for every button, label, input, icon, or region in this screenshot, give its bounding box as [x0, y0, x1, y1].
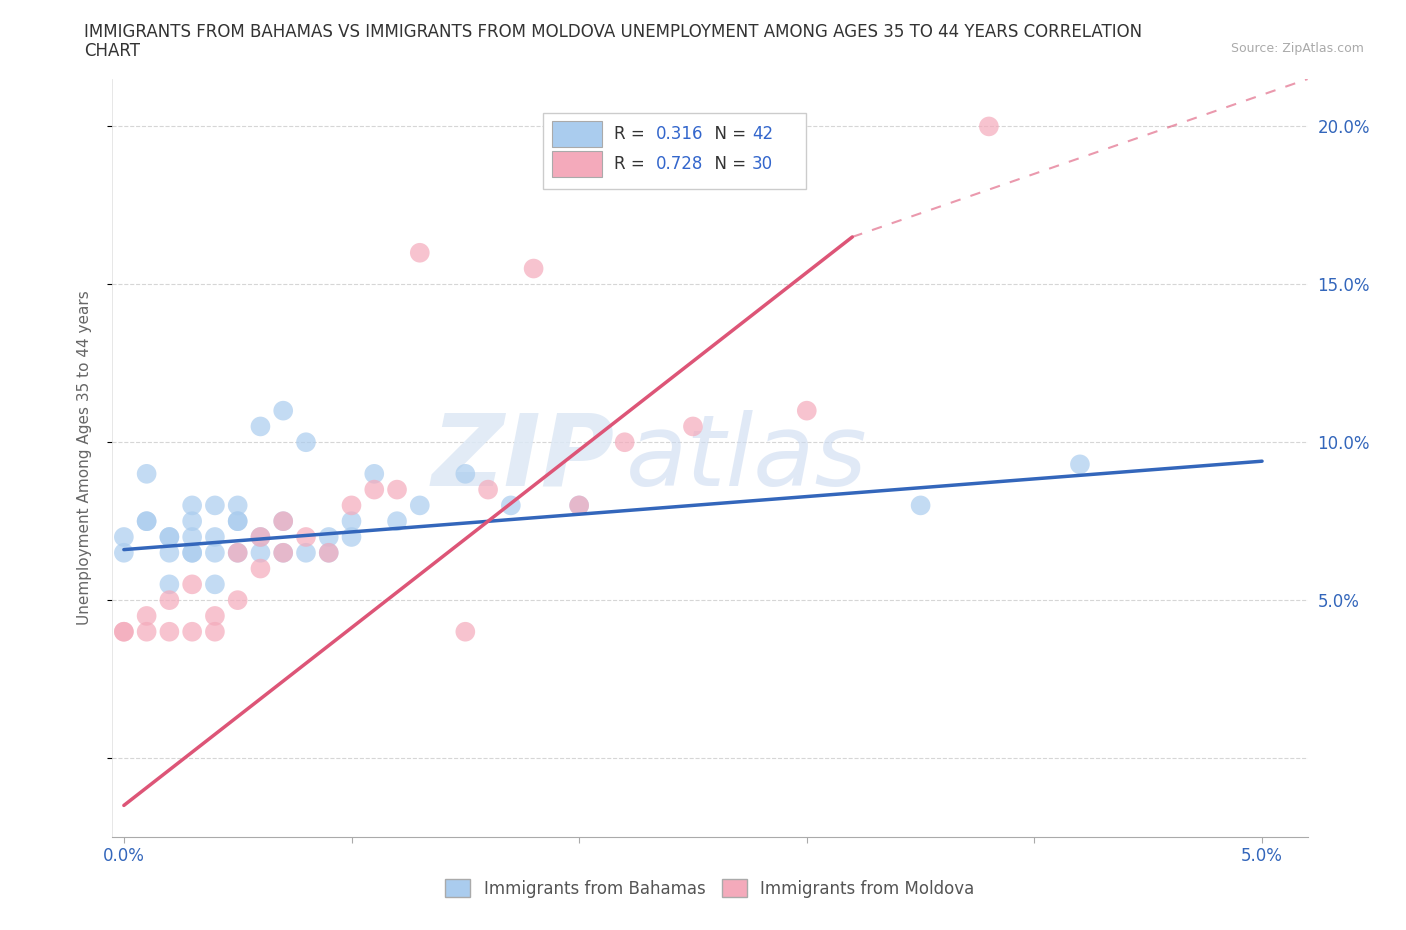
Point	[249, 419, 271, 434]
Point	[340, 513, 363, 528]
Point	[613, 435, 636, 450]
Point	[363, 466, 385, 481]
Point	[340, 529, 363, 544]
Point	[682, 419, 704, 434]
Point	[568, 498, 591, 512]
Point	[181, 577, 204, 591]
Point	[1069, 457, 1091, 472]
Point	[318, 529, 340, 544]
Point	[112, 624, 135, 639]
Text: ZIP: ZIP	[432, 409, 614, 507]
Point	[409, 246, 432, 260]
Y-axis label: Unemployment Among Ages 35 to 44 years: Unemployment Among Ages 35 to 44 years	[77, 291, 91, 625]
Point	[135, 608, 157, 623]
Text: 42: 42	[752, 125, 773, 142]
Point	[181, 529, 204, 544]
Point	[477, 482, 499, 497]
Point	[363, 482, 385, 497]
Point	[226, 498, 249, 512]
Legend: Immigrants from Bahamas, Immigrants from Moldova: Immigrants from Bahamas, Immigrants from…	[439, 872, 981, 905]
Point	[204, 498, 226, 512]
Point	[112, 529, 135, 544]
Point	[135, 624, 157, 639]
Point	[181, 545, 204, 560]
Point	[318, 545, 340, 560]
Point	[204, 545, 226, 560]
Text: Source: ZipAtlas.com: Source: ZipAtlas.com	[1230, 42, 1364, 55]
Point	[454, 624, 477, 639]
Point	[226, 513, 249, 528]
Point	[385, 482, 408, 497]
Point	[181, 513, 204, 528]
Point	[271, 513, 294, 528]
Point	[271, 404, 294, 418]
Point	[249, 529, 271, 544]
Point	[796, 404, 818, 418]
Point	[157, 577, 180, 591]
Point	[226, 592, 249, 607]
Point	[226, 545, 249, 560]
Text: N =: N =	[704, 125, 751, 142]
Point	[204, 608, 226, 623]
Point	[204, 529, 226, 544]
Point	[340, 498, 363, 512]
Text: 30: 30	[752, 155, 773, 173]
FancyBboxPatch shape	[543, 113, 806, 189]
Point	[226, 513, 249, 528]
Point	[181, 545, 204, 560]
Point	[271, 545, 294, 560]
Point	[135, 513, 157, 528]
Point	[271, 545, 294, 560]
Point	[977, 119, 1000, 134]
Point	[157, 624, 180, 639]
Point	[157, 592, 180, 607]
Point	[135, 513, 157, 528]
Point	[910, 498, 932, 512]
Point	[135, 466, 157, 481]
Point	[204, 577, 226, 591]
FancyBboxPatch shape	[553, 151, 603, 177]
Point	[249, 529, 271, 544]
Point	[249, 545, 271, 560]
Point	[157, 529, 180, 544]
Point	[181, 624, 204, 639]
FancyBboxPatch shape	[553, 121, 603, 147]
Point	[271, 513, 294, 528]
Text: IMMIGRANTS FROM BAHAMAS VS IMMIGRANTS FROM MOLDOVA UNEMPLOYMENT AMONG AGES 35 TO: IMMIGRANTS FROM BAHAMAS VS IMMIGRANTS FR…	[84, 23, 1143, 41]
Point	[318, 545, 340, 560]
Point	[249, 561, 271, 576]
Point	[157, 529, 180, 544]
Point	[204, 624, 226, 639]
Point	[112, 545, 135, 560]
Point	[454, 466, 477, 481]
Text: CHART: CHART	[84, 42, 141, 60]
Text: atlas: atlas	[627, 409, 868, 507]
Text: R =: R =	[614, 125, 651, 142]
Point	[295, 545, 318, 560]
Point	[157, 545, 180, 560]
Text: N =: N =	[704, 155, 751, 173]
Point	[295, 529, 318, 544]
Point	[181, 498, 204, 512]
Point	[523, 261, 546, 276]
Point	[568, 498, 591, 512]
Text: R =: R =	[614, 155, 651, 173]
Point	[385, 513, 408, 528]
Point	[409, 498, 432, 512]
Text: 0.316: 0.316	[657, 125, 704, 142]
Point	[295, 435, 318, 450]
Text: 0.728: 0.728	[657, 155, 703, 173]
Point	[499, 498, 522, 512]
Point	[226, 545, 249, 560]
Point	[112, 624, 135, 639]
